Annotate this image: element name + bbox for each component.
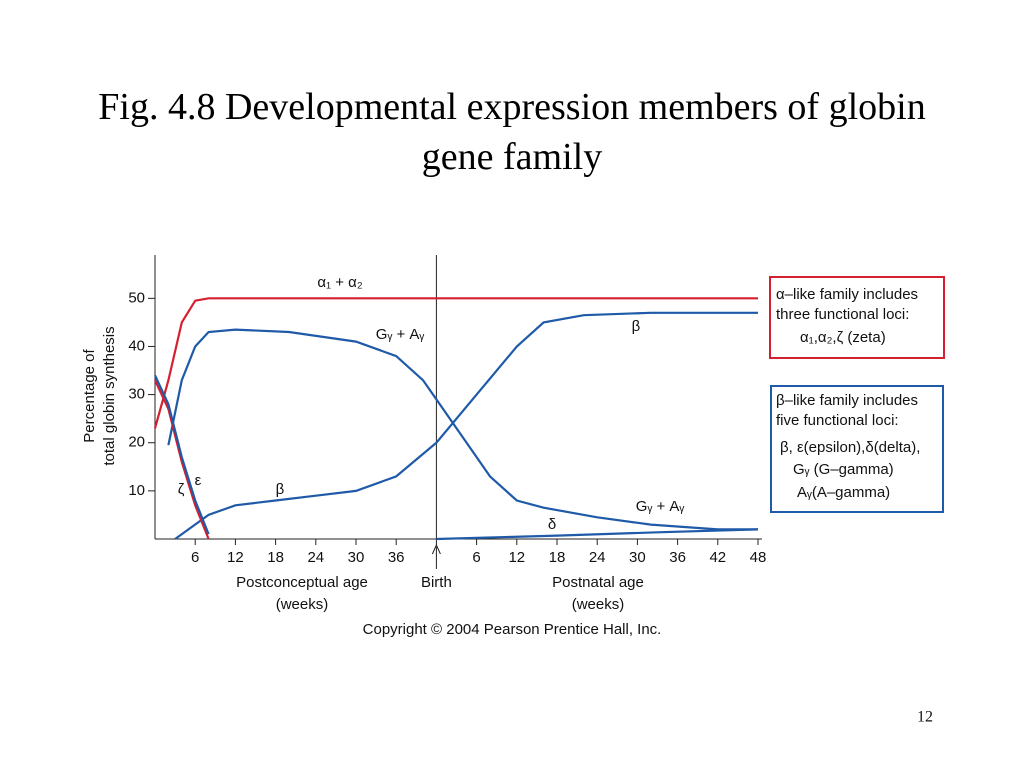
series-line (436, 528, 759, 541)
event-label: Birth (421, 574, 452, 591)
x-tick-label: 12 (227, 549, 244, 566)
y-tick-label: 20 (128, 434, 145, 451)
slide-title: Fig. 4.8 Developmental expression member… (98, 86, 926, 178)
x-axis-title: (weeks) (276, 596, 329, 613)
x-tick-label: 30 (348, 549, 365, 566)
annotation-text: α–like family includes (776, 286, 918, 303)
x-tick-label: 24 (589, 549, 606, 566)
x-axis-title: Postnatal age (552, 574, 644, 591)
x-axis-title: Postconceptual age (236, 574, 368, 591)
x-tick-label: 30 (629, 549, 646, 566)
series-line (174, 311, 758, 540)
x-tick-label: 42 (709, 549, 726, 566)
y-tick-label: 40 (128, 337, 145, 354)
series-label: ε (195, 472, 202, 489)
credit: Copyright © 2004 Pearson Prentice Hall, … (363, 621, 662, 638)
y-axis-title: Percentage of (81, 348, 98, 442)
annotation-box (769, 276, 945, 359)
annotation-text: β–like family includes (776, 392, 918, 409)
series-line (154, 379, 210, 540)
x-tick-label: 6 (472, 549, 480, 566)
annotation-box (770, 385, 944, 513)
x-tick-label: 48 (750, 549, 767, 566)
series-line (153, 297, 758, 429)
y-tick-label: 50 (128, 289, 145, 306)
curve-label: Gᵧ + Aᵧ (636, 498, 685, 515)
x-axis-title: (weeks) (572, 596, 625, 613)
series-label: Gᵧ + Aᵧ (376, 326, 425, 343)
curve-label: β (632, 318, 641, 335)
series-label: δ (548, 516, 556, 533)
event-arrow (431, 543, 441, 569)
series-line (154, 374, 210, 535)
y-tick-label: 10 (128, 482, 145, 499)
annotation-text: three functional loci: (776, 306, 909, 323)
x-tick-label: 18 (267, 549, 284, 566)
annotation-text: β, ε(epsilon),δ(delta), (780, 439, 920, 456)
x-tick-label: 24 (307, 549, 324, 566)
y-tick-label: 30 (128, 386, 145, 403)
series-label: ζ (178, 481, 185, 498)
series-label: β (276, 481, 285, 498)
annotation-text: Aᵧ(A–gamma) (797, 484, 890, 501)
x-tick-label: 36 (669, 549, 686, 566)
annotation-text: Gᵧ (G–gamma) (793, 461, 894, 478)
annotation-text: five functional loci: (776, 412, 899, 429)
x-tick-label: 12 (508, 549, 525, 566)
x-tick-label: 6 (191, 549, 199, 566)
x-tick-label: 36 (388, 549, 405, 566)
series-label: α₁ + α₂ (317, 274, 362, 291)
y-axis-title: total globin synthesis (101, 326, 118, 465)
x-tick-label: 18 (549, 549, 566, 566)
page-number: 12 (917, 709, 933, 726)
annotation-text: α₁,α₂,ζ (zeta) (800, 329, 886, 346)
series-line (167, 328, 758, 531)
